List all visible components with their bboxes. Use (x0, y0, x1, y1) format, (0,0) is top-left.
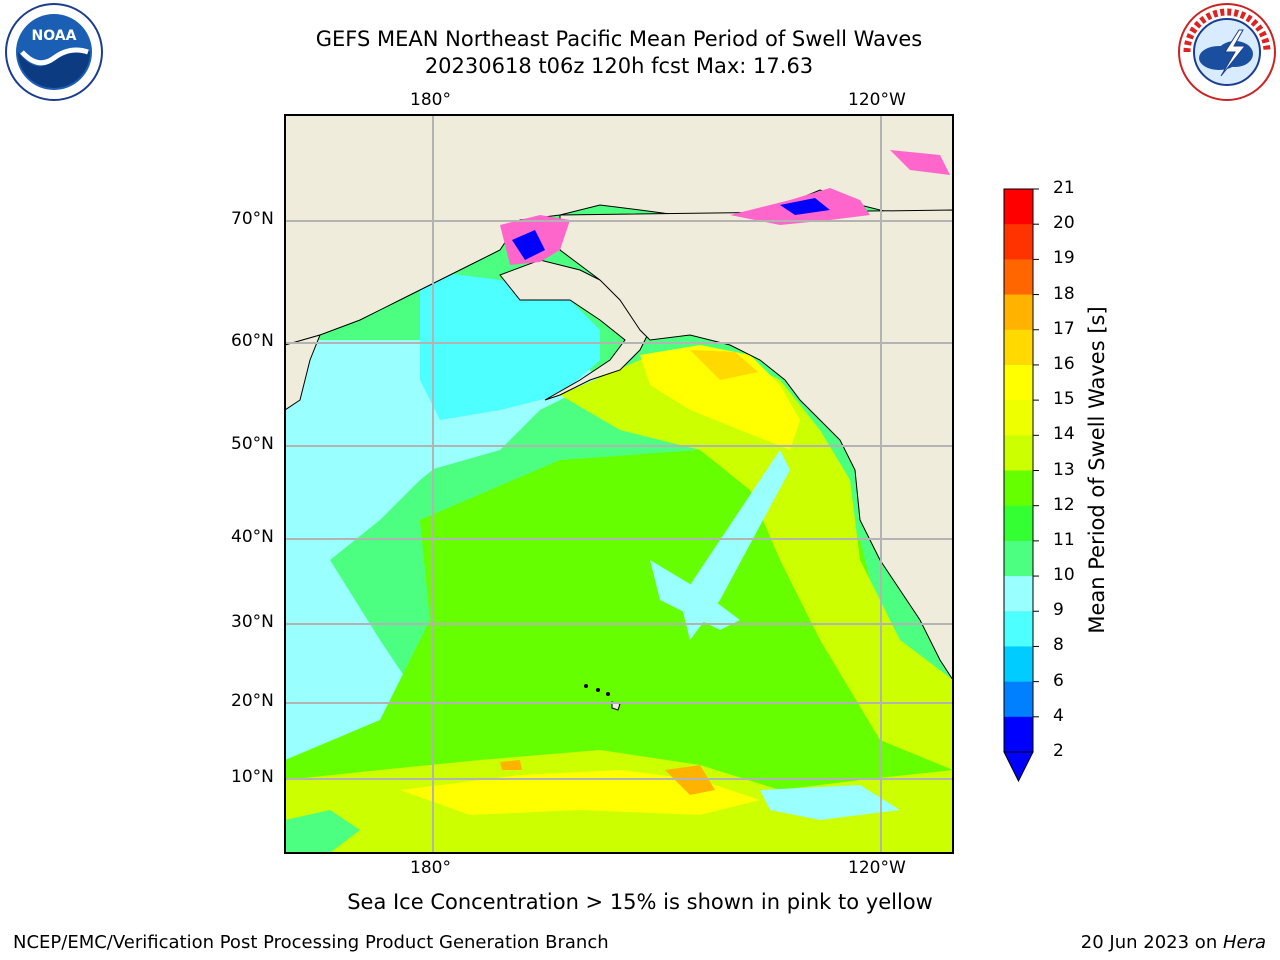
nws-logo-icon (1178, 3, 1276, 101)
colorbar-tick-label: 21 (1053, 178, 1075, 198)
colorbar-band (1004, 329, 1033, 366)
colorbar-tick-label: 6 (1053, 670, 1064, 691)
colorbar-band (1004, 294, 1033, 331)
lat-label-50n: 50°N (231, 434, 274, 454)
footer-date: 20 Jun 2023 on Hera (1081, 932, 1266, 953)
colorbar-tick-label: 17 (1053, 318, 1075, 339)
colorbar-band (1004, 505, 1033, 542)
colorbar-band (1004, 259, 1033, 296)
colorbar-tick-label: 13 (1053, 459, 1075, 480)
colorbar-band (1004, 540, 1033, 577)
colorbar-band (1004, 189, 1033, 225)
lon-label-top-120w: 120°W (848, 90, 906, 110)
colorbar-band (1004, 435, 1033, 471)
map-frame (284, 114, 954, 854)
svg-text:NOAA: NOAA (32, 28, 77, 44)
colorbar-tick-label: 8 (1053, 635, 1064, 656)
colorbar-tick-label: 15 (1053, 389, 1075, 410)
colorbar-tick-label: 19 (1053, 248, 1075, 269)
lat-label-20n: 20°N (231, 691, 274, 711)
map-area (285, 115, 953, 853)
gridlines (285, 115, 953, 853)
colorbar-band (1004, 364, 1033, 401)
lon-label-top-180: 180° (410, 90, 451, 110)
colorbar-tick-label: 14 (1053, 424, 1075, 445)
lon-label-bottom-180: 180° (410, 858, 451, 878)
colorbar-tick-label: 10 (1053, 565, 1075, 586)
colorbar-label: Mean Period of Swell Waves [s] (1085, 306, 1109, 634)
colorbar-tick-label: 11 (1053, 529, 1075, 550)
lat-label-30n: 30°N (231, 612, 274, 632)
colorbar-tick-label: 9 (1053, 600, 1064, 621)
colorbar-band (1004, 646, 1033, 683)
sea-ice-caption: Sea Ice Concentration > 15% is shown in … (347, 890, 933, 914)
colorbar-band (1004, 611, 1033, 647)
colorbar-band (1004, 576, 1033, 612)
lat-label-70n: 70°N (231, 209, 274, 229)
colorbar-tick-label: 20 (1053, 213, 1075, 234)
colorbar-band (1004, 400, 1033, 436)
lat-label-10n: 10°N (231, 767, 274, 787)
colorbar-extend-arrow (1003, 751, 1034, 783)
colorbar-band (1004, 470, 1033, 507)
lat-label-40n: 40°N (231, 527, 274, 547)
chart-title: GEFS MEAN Northeast Pacific Mean Period … (315, 27, 923, 51)
colorbar-tick-label: 12 (1053, 494, 1075, 515)
colorbar-band (1004, 681, 1033, 718)
footer-date-text: 20 Jun 2023 on (1080, 932, 1223, 953)
footer-credit: NCEP/EMC/Verification Post Processing Pr… (13, 932, 609, 953)
colorbar-tick-label: 18 (1053, 283, 1075, 304)
colorbar-tick-label: 4 (1053, 705, 1064, 726)
noaa-logo-icon: NOAA (5, 3, 103, 101)
colorbar-band (1004, 224, 1033, 260)
lon-label-bottom-120w: 120°W (848, 858, 906, 878)
colorbar-tick-label: 2 (1053, 741, 1064, 761)
lat-label-60n: 60°N (231, 331, 274, 351)
colorbar-tick-label: 16 (1053, 353, 1075, 374)
colorbar-band (1004, 716, 1033, 753)
chart-subtitle: 20230618 t06z 120h fcst Max: 17.63 (424, 54, 814, 78)
footer-host: Hera (1222, 932, 1266, 953)
colorbar (1004, 188, 1039, 753)
